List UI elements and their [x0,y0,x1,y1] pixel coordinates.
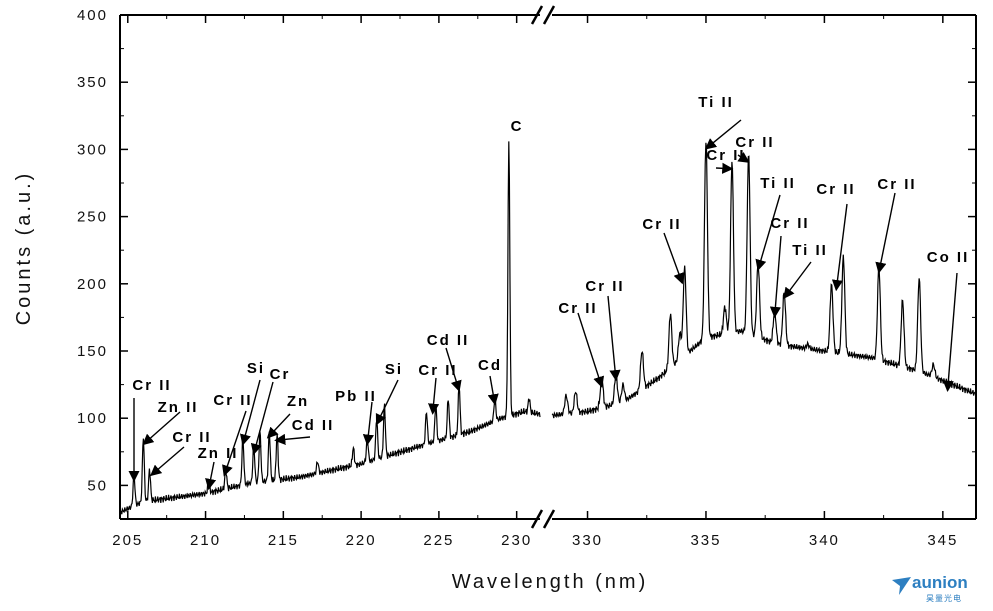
top-axis-break-mark-1 [530,5,544,25]
peak-arrow [831,203,848,292]
bottom-axis-break-mark-1 [530,509,544,529]
logo-word: aunion [912,573,968,592]
axis-ticks: 50 100 150 200 250 300 350 400 205 210 215 220 225 23… [77,7,976,549]
peak-label: Ti II [792,242,828,259]
x-tick-label: 230 [501,532,532,549]
logo-arrow-icon [892,577,911,595]
peak-label: Cd [478,357,502,374]
peak-label: Zn [287,393,309,410]
peak-label: Cr II [213,392,252,409]
peak-arrow [769,235,782,319]
peak-label: Zn II [158,399,199,416]
peak-arrow [607,295,621,382]
peak-arrow [375,379,399,426]
x-tick-label: 345 [927,532,958,549]
peak-arrow [428,377,440,415]
peak-arrow [445,347,462,392]
logo-subtitle: 昊量光电 [926,594,962,603]
x-tick-label: 210 [190,532,221,549]
peak-label: Cr [270,366,291,383]
y-tick-label: 100 [77,410,108,427]
peak-arrow [755,194,781,271]
peak-label: Cr II [418,362,457,379]
peak-label: Ti II [698,94,734,111]
peak-label: Cr II [585,278,624,295]
peak-arrow [663,232,685,285]
peak-label: Cr II [132,377,171,394]
peak-label: Cd II [292,417,335,434]
peak-arrow [577,312,605,388]
peak-arrow [274,433,311,445]
peak-arrow [205,461,217,491]
peak-label: Cr II [770,215,809,232]
peak-arrow [266,413,291,439]
spectrum-line-segment-2 [551,142,977,419]
peak-arrow [250,381,274,456]
peak-arrow [875,192,896,274]
peak-arrow [150,446,185,477]
spectrum-series [119,141,977,515]
x-tick-label: 205 [112,532,143,549]
peak-arrow [715,162,734,174]
peak-label: Ti II [760,175,796,192]
peak-arrow [362,401,374,446]
x-tick-label: 340 [809,532,840,549]
y-tick-label: 150 [77,343,108,360]
peak-label: Cr II [877,176,916,193]
peak-arrow [783,261,812,299]
y-tick-label: 200 [77,276,108,293]
peak-label: Cr II [172,429,211,446]
y-tick-label: 250 [77,209,108,226]
peak-arrow [704,119,742,150]
peak-label: Cr II [816,181,855,198]
peak-label: Zn II [198,445,239,462]
peak-label: Cr II [558,300,597,317]
aunion-logo: aunion 昊量光电 [890,573,990,607]
x-tick-label: 330 [572,532,603,549]
x-tick-label: 225 [423,532,454,549]
peak-arrow [487,375,499,406]
peak-label: Cr II [735,134,774,151]
peak-label: C [511,118,524,135]
peak-arrow [942,272,958,392]
bottom-axis-break-mark-2 [542,509,556,529]
plot-frame [119,5,977,529]
top-axis-break-mark-2 [542,5,556,25]
peak-label: Si [247,360,265,377]
y-tick-label: 300 [77,141,108,158]
peak-label: Cr II [642,216,681,233]
x-axis-title: Wavelength (nm) [452,571,649,593]
peak-arrow [737,152,750,163]
peak-label: Cd II [427,332,470,349]
y-tick-label: 400 [77,7,108,24]
y-axis-title: Counts (a.u.) [13,171,35,326]
y-tick-label: 50 [87,477,108,494]
peak-arrow [239,379,261,446]
peak-label: Cr II [706,147,745,164]
x-tick-label: 215 [268,532,299,549]
peak-label: Si [385,361,403,378]
x-tick-label: 335 [690,532,721,549]
peak-label: Pb II [335,388,377,405]
spectrum-line-segment-1 [119,141,541,515]
y-tick-label: 350 [77,74,108,91]
x-tick-label: 220 [346,532,377,549]
peak-arrow [222,410,247,477]
peak-label: Co II [927,249,970,266]
peak-arrow [142,411,181,446]
